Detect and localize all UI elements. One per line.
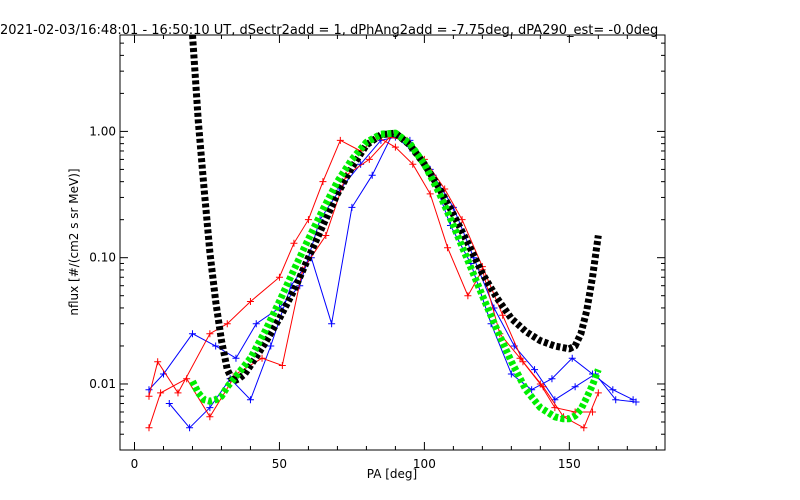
data-point bbox=[206, 404, 214, 412]
data-point bbox=[531, 366, 539, 374]
data-point bbox=[490, 304, 498, 312]
data-point bbox=[391, 143, 399, 151]
data-point bbox=[246, 396, 254, 404]
chart-title: 2021-02-03/16:48:01 - 16:50:10 UT, dSect… bbox=[0, 23, 658, 38]
data-point bbox=[348, 203, 356, 211]
data-point bbox=[275, 273, 283, 281]
curve-line bbox=[189, 129, 602, 423]
data-point bbox=[632, 398, 640, 406]
x-tick-label: 150 bbox=[558, 457, 581, 471]
x-axis-label: PA [deg] bbox=[367, 467, 417, 481]
x-tick-label: 50 bbox=[272, 457, 287, 471]
data-point bbox=[580, 424, 588, 432]
data-point bbox=[232, 354, 240, 362]
data-point bbox=[258, 354, 266, 362]
data-point bbox=[336, 136, 344, 144]
data-point bbox=[145, 386, 153, 394]
data-point bbox=[290, 239, 298, 247]
data-point bbox=[267, 342, 275, 350]
data-point bbox=[252, 320, 260, 328]
data-point bbox=[186, 424, 194, 432]
data-point bbox=[206, 330, 214, 338]
data-point bbox=[188, 330, 196, 338]
data-point bbox=[212, 342, 220, 350]
data-point bbox=[464, 292, 472, 300]
y-tick-label: 1.00 bbox=[89, 124, 116, 138]
y-axis-label: nflux [#/(cm2 s sr MeV)] bbox=[67, 168, 81, 315]
data-point bbox=[174, 389, 182, 397]
data-point bbox=[145, 424, 153, 432]
data-point bbox=[426, 190, 434, 198]
data-point bbox=[609, 386, 617, 394]
data-point bbox=[165, 400, 173, 408]
data-point bbox=[157, 389, 165, 397]
data-point bbox=[154, 358, 162, 366]
series-2 bbox=[145, 133, 637, 404]
data-point bbox=[612, 396, 620, 404]
data-point bbox=[322, 231, 330, 239]
x-tick-label: 0 bbox=[131, 457, 139, 471]
data-point bbox=[444, 244, 452, 252]
data-point bbox=[594, 389, 602, 397]
data-point bbox=[223, 320, 231, 328]
data-point bbox=[368, 171, 376, 179]
data-point bbox=[319, 178, 327, 186]
data-series-layer bbox=[145, 35, 640, 432]
data-point bbox=[246, 297, 254, 305]
axis-ticks: 0 50 100 150 0.01 0.10 1.00 bbox=[89, 35, 665, 471]
data-point bbox=[304, 216, 312, 224]
data-point bbox=[183, 375, 191, 383]
data-point bbox=[278, 362, 286, 370]
data-point bbox=[519, 358, 527, 366]
y-tick-label: 0.10 bbox=[89, 251, 116, 265]
series-line bbox=[148, 136, 634, 401]
data-point bbox=[328, 320, 336, 328]
data-point bbox=[548, 375, 556, 383]
series-1 bbox=[189, 129, 602, 423]
data-point bbox=[409, 160, 417, 168]
data-point bbox=[145, 392, 153, 400]
x-tick-label: 100 bbox=[413, 457, 436, 471]
data-point bbox=[365, 155, 373, 163]
data-point bbox=[507, 370, 515, 378]
data-point bbox=[206, 413, 214, 421]
data-point bbox=[568, 354, 576, 362]
y-tick-label: 0.01 bbox=[89, 377, 116, 391]
plot-frame bbox=[119, 34, 666, 451]
data-point bbox=[539, 383, 547, 391]
series-line bbox=[168, 133, 637, 429]
data-point bbox=[499, 311, 507, 319]
series-3 bbox=[165, 130, 640, 432]
data-point bbox=[571, 383, 579, 391]
